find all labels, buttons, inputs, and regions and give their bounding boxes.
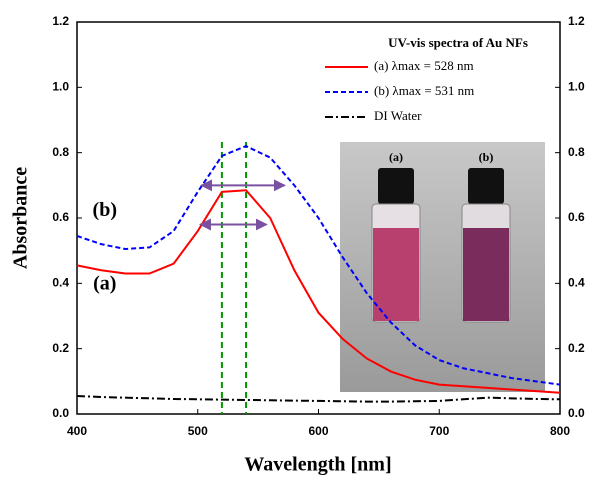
legend-title: UV-vis spectra of Au NFs	[388, 35, 528, 50]
legend-label: (a) λmax = 528 nm	[374, 58, 474, 73]
x-tick-label: 800	[550, 424, 570, 438]
curve-label: (a)	[93, 273, 116, 295]
y-tick-label: 0.8	[52, 145, 69, 159]
y-tick-label: 0.4	[52, 276, 69, 290]
x-tick-label: 400	[67, 424, 87, 438]
series-line	[76, 395, 561, 403]
y-tick-label: 1.2	[52, 14, 69, 28]
x-tick-label: 700	[429, 424, 449, 438]
y2-tick-label: 1.0	[568, 80, 585, 94]
legend-label: DI Water	[374, 108, 422, 123]
y2-tick-label: 0.4	[568, 276, 585, 290]
series-line	[76, 145, 561, 386]
x-axis-label: Wavelength [nm]	[244, 454, 391, 476]
y2-tick-label: 0.2	[568, 341, 585, 355]
y-tick-label: 0.6	[52, 210, 69, 224]
y-tick-label: 0.2	[52, 341, 69, 355]
y-tick-label: 1.0	[52, 80, 69, 94]
y-axis-label: Absorbance	[10, 167, 32, 269]
curve-label: (b)	[93, 199, 117, 221]
inset-label: (b)	[479, 150, 494, 164]
series-line	[76, 189, 561, 394]
y2-tick-label: 0.6	[568, 210, 585, 224]
y-tick-label: 0.0	[52, 406, 69, 420]
x-tick-label: 600	[308, 424, 328, 438]
x-tick-label: 500	[188, 424, 208, 438]
y2-tick-label: 0.0	[568, 406, 585, 420]
inset-photo	[340, 142, 545, 392]
inset-label: (a)	[389, 150, 403, 164]
y2-tick-label: 0.8	[568, 145, 585, 159]
legend-label: (b) λmax = 531 nm	[374, 83, 474, 98]
y2-tick-label: 1.2	[568, 14, 585, 28]
